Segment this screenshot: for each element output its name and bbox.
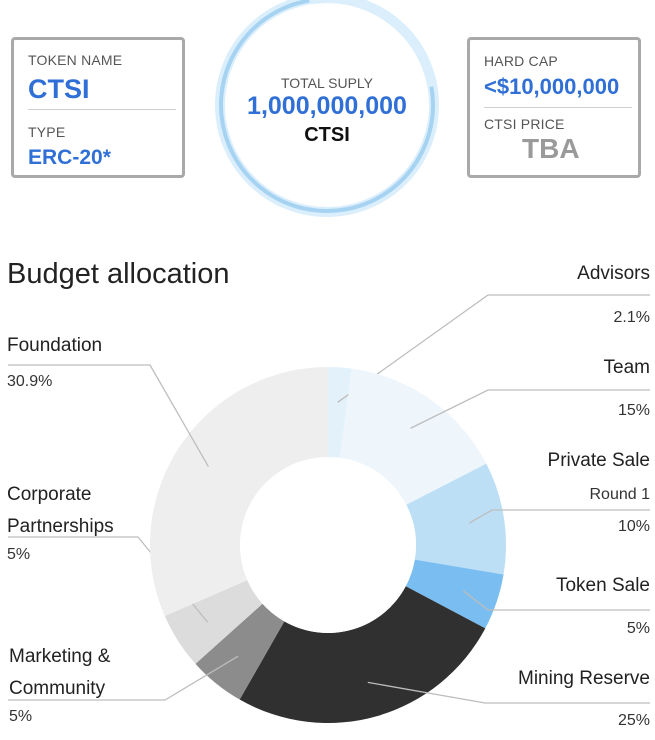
price-value: TBA xyxy=(522,133,580,164)
value-private-sale: 10% xyxy=(617,518,650,535)
slice-team xyxy=(339,368,487,505)
chart-title: Budget allocation xyxy=(7,258,230,290)
value-marketing-community: 5% xyxy=(9,708,33,725)
hard-cap-value: <$10,000,000 xyxy=(484,74,620,99)
type-value: ERC-20* xyxy=(28,146,111,169)
total-supply-value: 1,000,000,000 xyxy=(247,92,407,120)
label-private-sale: Private Sale xyxy=(547,450,650,471)
label-team: Team xyxy=(603,357,650,378)
card-divider xyxy=(484,107,632,108)
total-supply-label: TOTAL SUPLY xyxy=(280,75,374,91)
label-token-sale: Token Sale xyxy=(555,575,650,596)
supply-ring-graphic xyxy=(215,0,439,217)
slice-foundation xyxy=(150,367,328,617)
slice-advisors xyxy=(328,367,352,458)
label-marketing-community: Marketing & Community xyxy=(9,646,111,699)
slice-token-sale xyxy=(405,559,504,629)
value-corporate-partnerships: 5% xyxy=(7,546,31,563)
slice-private-sale xyxy=(406,463,506,575)
label-foundation: Foundation xyxy=(7,335,103,356)
total-supply-ring: TOTAL SUPLY 1,000,000,000 CTSI xyxy=(207,0,447,225)
card-divider xyxy=(28,109,176,110)
slice-mining-reserve xyxy=(239,586,486,723)
type-label: TYPE xyxy=(28,124,66,140)
value-foundation: 30.9% xyxy=(7,373,53,390)
leader-line-team xyxy=(410,389,650,429)
sub-private-sale: Round 1 xyxy=(589,486,651,503)
token-name-value: CTSI xyxy=(28,74,90,104)
value-advisors: 2.1% xyxy=(613,309,650,326)
value-mining-reserve: 25% xyxy=(617,712,650,729)
slice-corporate-partnerships xyxy=(164,580,263,664)
value-token-sale: 5% xyxy=(626,620,650,637)
leader-line-advisors xyxy=(337,294,650,403)
price-label: CTSI PRICE xyxy=(484,116,565,132)
leader-line-corporate-partnerships xyxy=(8,536,209,623)
label-advisors: Advisors xyxy=(577,263,650,284)
token-name-card: TOKEN NAME CTSI TYPE ERC-20* xyxy=(11,37,185,178)
donut-hole xyxy=(240,457,416,633)
token-name-label: TOKEN NAME xyxy=(28,52,123,68)
label-corporate-partnerships: Corporate Partnerships xyxy=(7,484,114,537)
label-mining-reserve: Mining Reserve xyxy=(518,668,650,689)
total-supply-unit: CTSI xyxy=(304,124,350,146)
hard-cap-card: HARD CAP <$10,000,000 CTSI PRICE TBA xyxy=(467,37,641,178)
hard-cap-label: HARD CAP xyxy=(484,53,558,69)
value-team: 15% xyxy=(617,402,650,419)
slice-marketing-community xyxy=(195,603,285,700)
